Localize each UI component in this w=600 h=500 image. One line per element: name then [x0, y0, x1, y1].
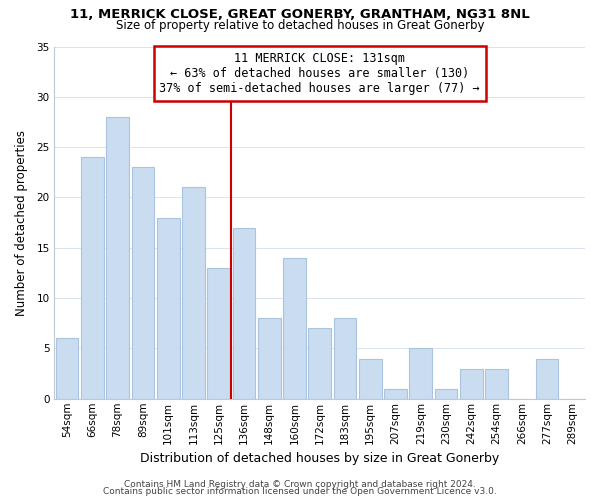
Bar	[182, 188, 205, 399]
Bar	[233, 228, 255, 399]
Bar	[207, 268, 230, 399]
Bar	[308, 328, 331, 399]
Bar	[334, 318, 356, 399]
Bar	[131, 168, 154, 399]
Bar	[258, 318, 281, 399]
Bar	[56, 338, 79, 399]
Bar	[106, 117, 129, 399]
Bar	[485, 368, 508, 399]
Bar	[384, 388, 407, 399]
Text: Contains HM Land Registry data © Crown copyright and database right 2024.: Contains HM Land Registry data © Crown c…	[124, 480, 476, 489]
Bar	[157, 218, 179, 399]
Text: 11, MERRICK CLOSE, GREAT GONERBY, GRANTHAM, NG31 8NL: 11, MERRICK CLOSE, GREAT GONERBY, GRANTH…	[70, 8, 530, 20]
Bar	[81, 157, 104, 399]
X-axis label: Distribution of detached houses by size in Great Gonerby: Distribution of detached houses by size …	[140, 452, 499, 465]
Text: Size of property relative to detached houses in Great Gonerby: Size of property relative to detached ho…	[116, 18, 484, 32]
Bar	[409, 348, 432, 399]
Bar	[434, 388, 457, 399]
Bar	[460, 368, 482, 399]
Bar	[536, 358, 559, 399]
Bar	[283, 258, 306, 399]
Text: 11 MERRICK CLOSE: 131sqm
← 63% of detached houses are smaller (130)
37% of semi-: 11 MERRICK CLOSE: 131sqm ← 63% of detach…	[160, 52, 480, 95]
Y-axis label: Number of detached properties: Number of detached properties	[15, 130, 28, 316]
Bar	[359, 358, 382, 399]
Text: Contains public sector information licensed under the Open Government Licence v3: Contains public sector information licen…	[103, 487, 497, 496]
